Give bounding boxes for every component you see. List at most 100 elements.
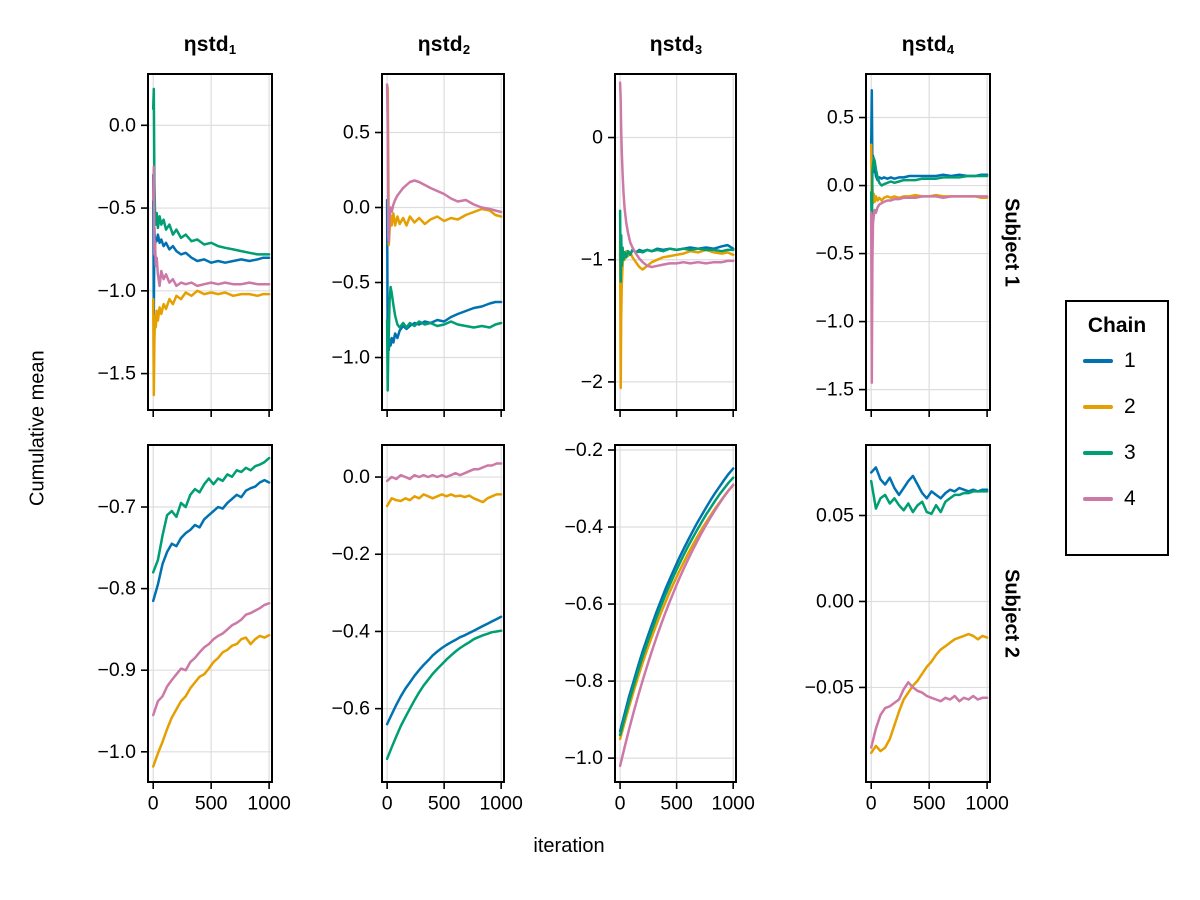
y-tick-label: 0.00 <box>816 590 854 612</box>
y-tick-label: −0.5 <box>816 243 855 265</box>
chain-4-line <box>869 681 989 749</box>
chain-1-line <box>151 173 271 317</box>
y-tick-label: −0.05 <box>805 676 854 698</box>
y-axis-label: Cumulative mean <box>26 350 49 506</box>
panel-border <box>147 73 273 411</box>
chain-3-line <box>385 285 503 392</box>
chain-4-line <box>618 483 735 768</box>
legend-entry-label: 1 <box>1124 349 1136 372</box>
panel-border <box>381 444 505 783</box>
column-title-subscript: 3 <box>694 41 703 57</box>
legend-entry-chain-4: 4 <box>1067 476 1167 522</box>
chain-4-line <box>618 81 735 269</box>
column-title-subscript: 1 <box>228 41 237 57</box>
series-group <box>618 467 735 768</box>
y-tick-label: −0.2 <box>565 439 604 461</box>
y-tick-label: −0.5 <box>332 272 371 294</box>
panel-subject1-etastd2: 0.5 0.0 −0.5 −1.0 <box>332 73 505 417</box>
chain-4-line <box>151 165 271 288</box>
legend: Chain 1 2 3 4 <box>1065 300 1169 556</box>
x-tick-label: 0 <box>866 793 877 815</box>
y-tick-label: 0.0 <box>343 466 370 488</box>
panel-subject2-etastd3: −0.2 −0.4 −0.6 −0.8 −1.0 0 500 1000 <box>565 439 756 815</box>
panel-border <box>865 444 991 783</box>
panel-subject2-etastd1: −0.7 −0.8 −0.9 −1.0 0 500 1000 <box>98 444 291 815</box>
series-group <box>151 456 271 768</box>
series-group <box>151 87 271 397</box>
chain-4-line <box>869 195 989 385</box>
y-tick-label: 0 <box>592 127 603 149</box>
panel-subject2-etastd4: 0.05 0.00 −0.05 0 500 1000 <box>805 444 1009 815</box>
chain-3-line <box>869 157 989 238</box>
chain-4-swatch <box>1083 497 1113 501</box>
x-tick-label: 500 <box>195 793 228 815</box>
column-title-base: ηstd <box>417 33 463 56</box>
y-tick-label: −0.4 <box>332 620 371 642</box>
chain-1-swatch <box>1083 359 1113 363</box>
legend-title: Chain <box>1087 314 1147 337</box>
chain-1-line <box>869 89 989 182</box>
y-tick-label: 0.5 <box>343 122 370 144</box>
column-title-subscript: 2 <box>462 41 471 57</box>
row-label-subject-2: Subject 2 <box>1000 569 1023 658</box>
chain-4-line <box>385 462 503 483</box>
y-tick-label: −0.5 <box>98 197 137 219</box>
series-group <box>869 466 989 755</box>
column-title-base: ηstd <box>901 33 947 56</box>
y-tick-label: −0.6 <box>565 593 604 615</box>
panel-subject1-etastd3: 0 −1 −2 <box>581 73 737 417</box>
x-tick-label: 1000 <box>479 793 523 815</box>
column-title-etastd4: ηstd4 <box>843 33 1013 57</box>
column-title-etastd1: ηstd1 <box>125 33 295 57</box>
x-tick-label: 500 <box>660 793 693 815</box>
chain-4-line <box>385 83 503 244</box>
y-tick-label: −1.0 <box>98 280 137 302</box>
column-title-base: ηstd <box>649 33 695 56</box>
series-group <box>385 83 503 392</box>
y-tick-label: −1.5 <box>816 379 855 401</box>
x-tick-label: 0 <box>615 793 626 815</box>
row-label-subject-1: Subject 1 <box>1000 197 1023 287</box>
y-tick-label: −0.2 <box>332 543 371 565</box>
column-title-etastd2: ηstd2 <box>359 33 529 57</box>
panel-border <box>614 73 737 411</box>
series-group <box>869 89 989 385</box>
y-tick-label: −0.6 <box>332 698 371 720</box>
legend-entry-chain-2: 2 <box>1067 384 1167 430</box>
y-tick-label: −0.8 <box>98 578 137 600</box>
y-tick-label: 0.5 <box>827 107 854 129</box>
y-tick-label: 0.0 <box>343 197 370 219</box>
chain-3-line <box>869 479 989 516</box>
y-tick-label: 0.0 <box>827 175 854 197</box>
x-tick-label: 0 <box>382 793 393 815</box>
chain-1-line <box>385 615 503 726</box>
column-title-subscript: 4 <box>946 41 955 57</box>
x-tick-label: 1000 <box>711 793 755 815</box>
chain-1-line <box>618 467 735 733</box>
series-group <box>618 81 735 390</box>
x-tick-label: 0 <box>148 793 159 815</box>
panel-subject1-etastd4: 0.5 0.0 −0.5 −1.0 −1.5 <box>816 73 991 417</box>
series-group <box>385 462 503 761</box>
y-tick-label: −1 <box>581 249 603 271</box>
panel-subject2-etastd2: 0.0 −0.2 −0.4 −0.6 0 500 1000 <box>332 444 523 815</box>
y-tick-label: −1.0 <box>816 311 855 333</box>
x-tick-label: 500 <box>913 793 946 815</box>
chain-2-line <box>385 493 503 508</box>
y-tick-label: −1.0 <box>98 741 137 763</box>
x-tick-label: 1000 <box>247 793 291 815</box>
y-tick-label: 0.0 <box>109 114 136 136</box>
y-tick-label: −0.4 <box>565 516 604 538</box>
chain-2-line <box>151 633 271 768</box>
chain-3-line <box>151 456 271 574</box>
panel-border <box>614 444 737 783</box>
chain-2-swatch <box>1083 405 1113 409</box>
y-tick-label: −0.7 <box>98 496 137 518</box>
panel-border <box>381 73 505 411</box>
legend-entry-label: 3 <box>1124 441 1136 464</box>
panel-border <box>147 444 273 783</box>
panel-border <box>865 73 991 411</box>
column-title-etastd3: ηstd3 <box>591 33 761 57</box>
